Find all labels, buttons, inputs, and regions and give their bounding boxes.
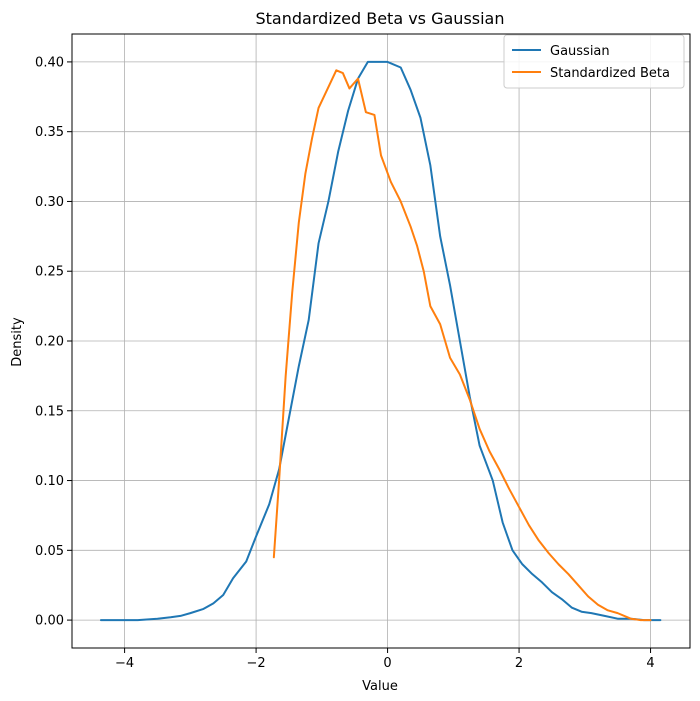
y-tick-label: 0.00 xyxy=(35,614,64,629)
x-tick-label: 2 xyxy=(515,656,523,671)
y-axis-label: Density xyxy=(10,317,25,367)
x-tick-label: −2 xyxy=(246,656,265,671)
legend: Gaussian Standardized Beta xyxy=(503,34,685,89)
y-tick-label: 0.40 xyxy=(35,55,64,70)
y-tick-label: 0.15 xyxy=(35,404,64,419)
chart-title: Standardized Beta vs Gaussian xyxy=(256,9,505,28)
y-tick-label: 0.20 xyxy=(35,335,64,350)
legend-label-gaussian: Gaussian xyxy=(550,44,610,59)
y-tick-label: 0.25 xyxy=(35,265,64,280)
series-line-gaussian xyxy=(99,60,662,622)
legend-box xyxy=(503,34,685,89)
y-tick-label: 0.10 xyxy=(35,474,64,489)
x-axis-label: Value xyxy=(362,679,398,694)
x-tick-label: 4 xyxy=(646,656,654,671)
legend-label-standardized-beta: Standardized Beta xyxy=(550,66,670,81)
x-tick-label: 0 xyxy=(383,656,391,671)
series-line-standardized-beta xyxy=(272,69,652,622)
ticks: −4 −2 0 2 4 0.00 0.05 0.10 0.15 0.20 0.25 0.30 0.35 0… xyxy=(35,55,655,671)
x-tick-label: −4 xyxy=(115,656,134,671)
y-tick-label: 0.05 xyxy=(35,544,64,559)
y-tick-label: 0.30 xyxy=(35,195,64,210)
y-tick-label: 0.35 xyxy=(35,125,64,140)
series-layer xyxy=(99,60,662,622)
